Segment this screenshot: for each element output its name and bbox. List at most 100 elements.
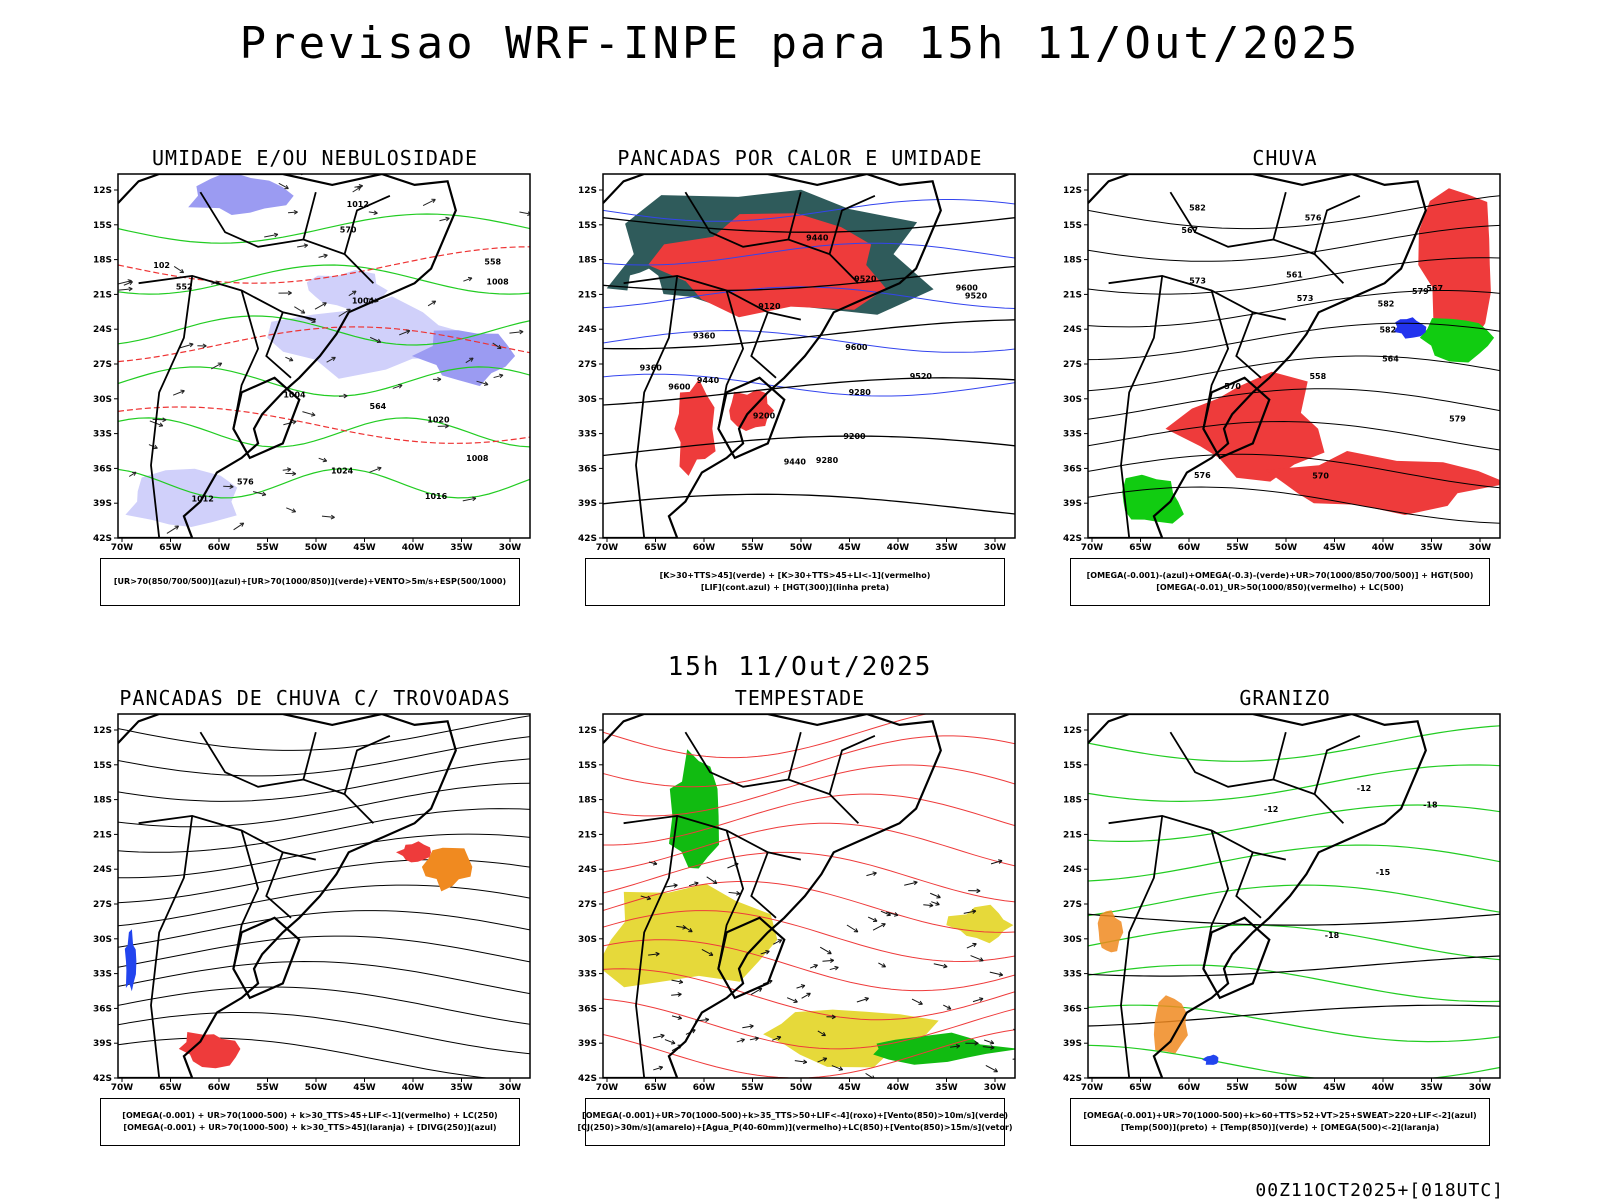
lat-tick-label: 21S (93, 830, 112, 840)
lat-tick-label: 36S (93, 1004, 112, 1014)
contour-label: 9600 (668, 382, 691, 391)
main-title: Previsao WRF-INPE para 15h 11/Out/2025 (0, 18, 1600, 69)
lat-tick-label: 27S (1063, 900, 1082, 910)
lon-tick-label: 45W (838, 543, 861, 553)
lon-tick-label: 50W (1275, 1083, 1298, 1093)
lon-tick-label: 30W (1469, 1083, 1492, 1093)
lat-tick-label: 24S (578, 865, 597, 875)
lon-tick-label: 70W (1081, 1083, 1104, 1093)
lat-tick-label: 18S (1063, 256, 1082, 266)
lon-tick-label: 50W (1275, 543, 1298, 553)
lat-tick-label: 18S (93, 796, 112, 806)
forecast-map: -12-12-15-18-1812S15S18S21S24S27S30S33S3… (1050, 708, 1520, 1098)
lat-tick-label: 12S (1063, 726, 1082, 736)
lat-tick-label: 24S (93, 865, 112, 875)
legend-line: [OMEGA(-0.001)+UR>70(1000-500)+k>60+TTS>… (1083, 1110, 1476, 1122)
lon-tick-label: 70W (111, 1083, 134, 1093)
lat-tick-label: 39S (93, 1039, 112, 1049)
contour-label: 9520 (965, 291, 988, 300)
lat-tick-label: 18S (93, 256, 112, 266)
lat-tick-label: 36S (1063, 464, 1082, 474)
lon-tick-label: 60W (693, 1083, 716, 1093)
lat-tick-label: 15S (93, 761, 112, 771)
contour-label: 582 (1379, 326, 1396, 335)
lat-tick-label: 33S (93, 430, 112, 440)
legend-line: [CJ(250)>30m/s](amarelo)+[Agua_P(40-60mm… (577, 1122, 1012, 1134)
contour-label: 570 (1224, 382, 1241, 391)
lon-tick-label: 60W (208, 543, 231, 553)
lat-tick-label: 42S (578, 534, 597, 544)
lat-tick-label: 12S (578, 186, 597, 196)
contour-label: 1004 (352, 296, 375, 305)
contour-label: 564 (1382, 355, 1399, 364)
legend-line: [OMEGA(-0.001) + UR>70(1000-500) + k>30_… (122, 1110, 497, 1122)
contour-label: 9360 (693, 332, 716, 341)
contour-label: 9440 (697, 376, 720, 385)
lat-tick-label: 12S (1063, 186, 1082, 196)
lon-tick-label: 45W (1323, 1083, 1346, 1093)
lat-tick-label: 39S (1063, 499, 1082, 509)
lon-tick-label: 45W (353, 1083, 376, 1093)
legend-line: [UR>70(850/700/500)](azul)+[UR>70(1000/8… (114, 576, 506, 588)
lat-tick-label: 24S (93, 325, 112, 335)
panel-title: GRANIZO (1050, 686, 1520, 710)
lon-tick-label: 45W (838, 1083, 861, 1093)
lon-tick-label: 40W (402, 1083, 425, 1093)
lat-tick-label: 12S (93, 726, 112, 736)
lon-tick-label: 45W (1323, 543, 1346, 553)
lon-tick-label: 65W (159, 1083, 182, 1093)
contour-label: -18 (1325, 931, 1340, 940)
lon-tick-label: 40W (1372, 543, 1395, 553)
panel-title: UMIDADE E/OU NEBULOSIDADE (80, 146, 550, 170)
lat-tick-label: 42S (93, 1074, 112, 1084)
panel-title: TEMPESTADE (565, 686, 1035, 710)
lon-tick-label: 65W (159, 543, 182, 553)
contour-label: 9600 (845, 343, 868, 352)
lon-tick-label: 55W (741, 543, 764, 553)
lon-tick-label: 55W (741, 1083, 764, 1093)
lon-tick-label: 30W (984, 1083, 1007, 1093)
lon-tick-label: 30W (984, 543, 1007, 553)
contour-label: -12 (1264, 805, 1278, 814)
lon-tick-label: 45W (353, 543, 376, 553)
lon-tick-label: 65W (1129, 1083, 1152, 1093)
legend-line: [Temp(500)](preto) + [Temp(850)](verde) … (1121, 1122, 1439, 1134)
contour-label: 576 (1194, 471, 1211, 480)
contour-label: 9200 (753, 411, 776, 420)
forecast-map: 9600960096009520952095209440944094409360… (565, 168, 1035, 558)
lat-tick-label: 30S (1063, 395, 1082, 405)
lat-tick-label: 18S (578, 796, 597, 806)
lat-tick-label: 33S (578, 430, 597, 440)
lat-tick-label: 42S (1063, 534, 1082, 544)
lat-tick-label: 33S (1063, 970, 1082, 980)
legend-box: [OMEGA(-0.001)+UR>70(1000-500)+k>60+TTS>… (1070, 1098, 1490, 1146)
lat-tick-label: 39S (93, 499, 112, 509)
legend-line: [OMEGA(-0.001)+UR>70(1000-500)+k>35_TTS>… (582, 1110, 1008, 1122)
contour-label: 102 (153, 261, 170, 270)
lon-tick-label: 30W (499, 543, 522, 553)
contour-label: 552 (176, 282, 193, 291)
lat-tick-label: 24S (1063, 865, 1082, 875)
lat-tick-label: 30S (93, 395, 112, 405)
legend-box: [OMEGA(-0.001)+UR>70(1000-500)+k>35_TTS>… (585, 1098, 1005, 1146)
contour-label: 9280 (816, 456, 839, 465)
contour-label: 9280 (849, 388, 872, 397)
contour-label: 9360 (640, 364, 663, 373)
legend-box: [OMEGA(-0.001) + UR>70(1000-500) + k>30_… (100, 1098, 520, 1146)
contour-label: -12 (1357, 784, 1371, 793)
lat-tick-label: 30S (578, 395, 597, 405)
contour-label: 9440 (806, 234, 829, 243)
lat-tick-label: 21S (578, 290, 597, 300)
panel-title: CHUVA (1050, 146, 1520, 170)
lon-tick-label: 65W (644, 543, 667, 553)
lon-tick-label: 50W (305, 1083, 328, 1093)
legend-box: [OMEGA(-0.001)-(azul)+OMEGA(-0.3)-(verde… (1070, 558, 1490, 606)
lon-tick-label: 30W (499, 1083, 522, 1093)
lat-tick-label: 12S (578, 726, 597, 736)
lat-tick-label: 36S (93, 464, 112, 474)
